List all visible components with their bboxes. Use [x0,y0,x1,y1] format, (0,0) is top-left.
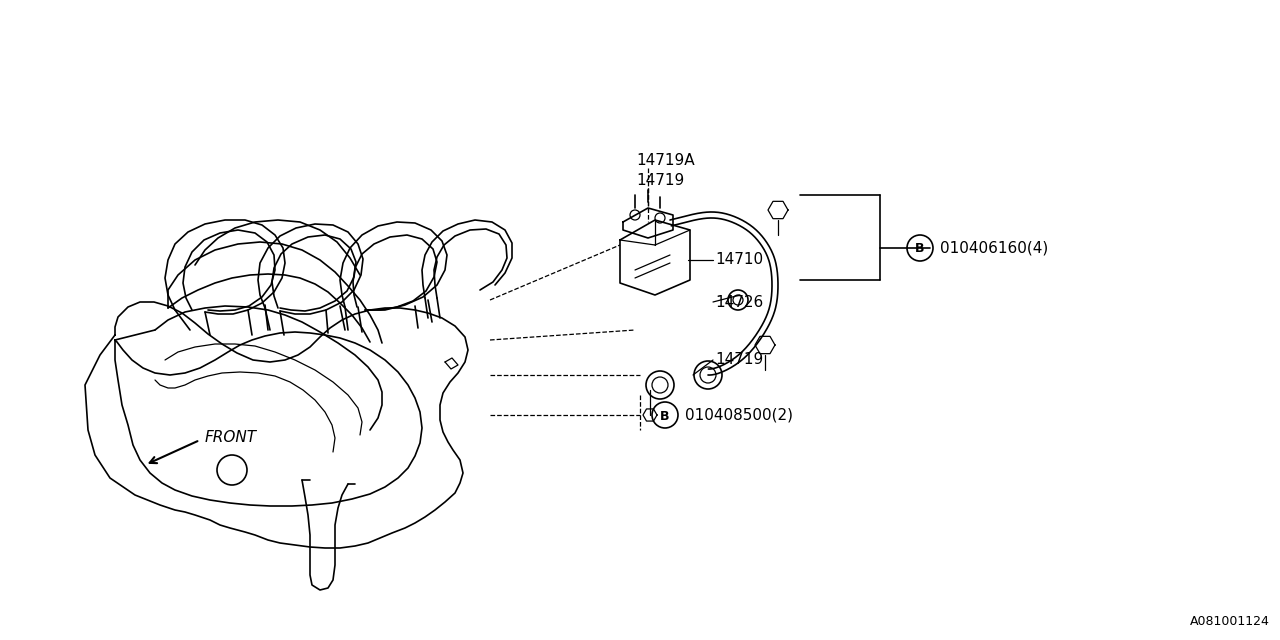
Text: FRONT: FRONT [205,431,257,445]
Text: A081001124: A081001124 [1190,615,1270,628]
Text: 010406160(4): 010406160(4) [940,241,1048,255]
Text: B: B [915,243,924,255]
Text: 14726: 14726 [716,295,763,310]
Text: 14719: 14719 [716,352,763,367]
Text: 14710: 14710 [716,252,763,267]
Text: 14719: 14719 [636,173,685,188]
Text: B: B [660,410,669,422]
Text: 14719A: 14719A [636,153,695,168]
Text: 010408500(2): 010408500(2) [685,408,794,422]
